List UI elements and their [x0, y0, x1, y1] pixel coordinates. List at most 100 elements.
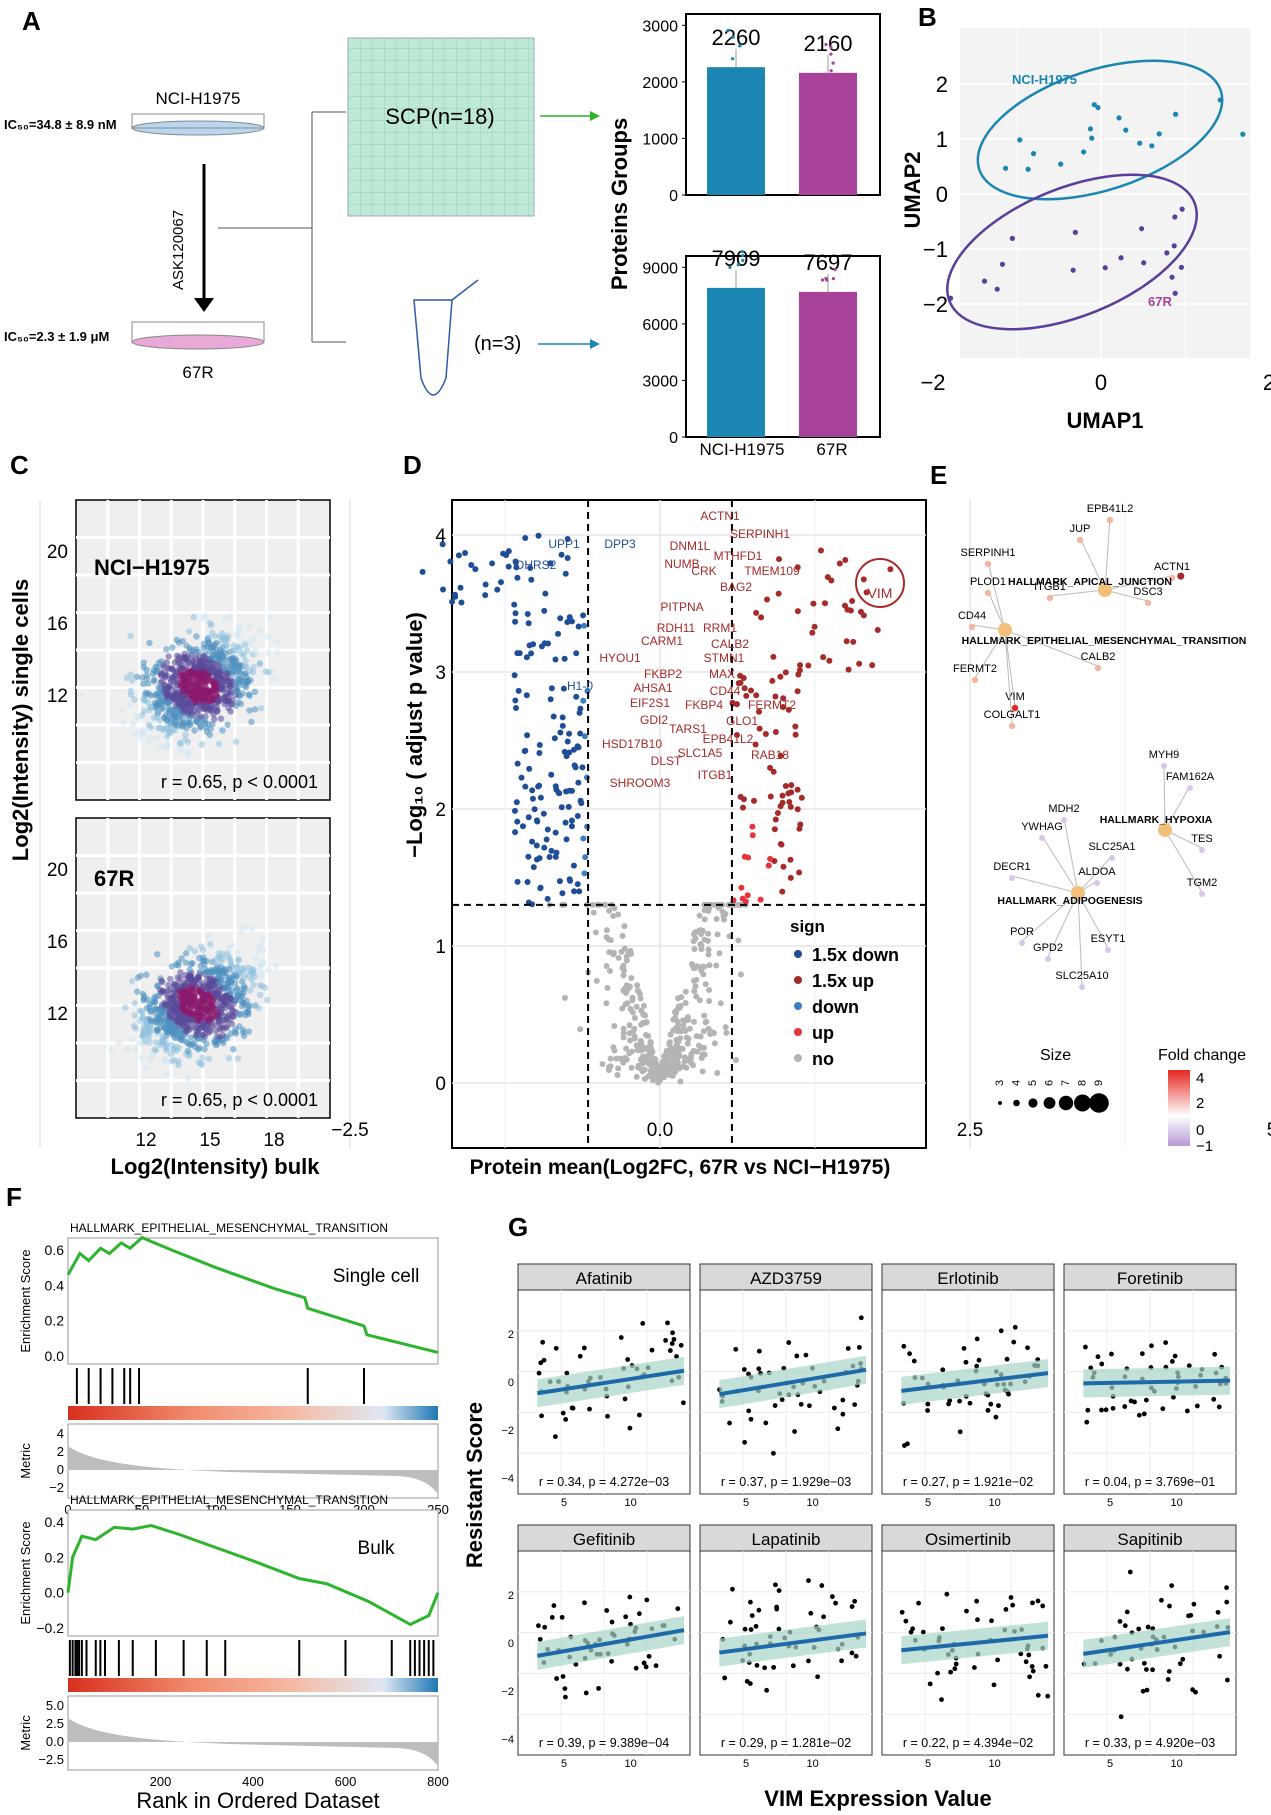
fc-legend-tick: 4: [1196, 1070, 1204, 1087]
volcano-point-down: [552, 829, 559, 836]
density-point: [122, 1004, 129, 1011]
density-point: [237, 928, 245, 936]
facet-point: [771, 1664, 777, 1670]
volcano-point-down: [528, 650, 535, 657]
facet-point: [1224, 1585, 1229, 1591]
volcano-point-no: [618, 948, 625, 955]
volcano-point-down: [566, 787, 573, 794]
facet-point: [1171, 1394, 1176, 1400]
volcano-label-up: STMN1: [704, 651, 745, 665]
density-point: [274, 638, 281, 645]
density-point: [137, 734, 144, 742]
density-point: [202, 1006, 210, 1013]
volcano-point-no: [604, 984, 611, 991]
volcano-point-no: [706, 986, 713, 993]
facet-point: [622, 1396, 628, 1402]
density-point: [156, 700, 163, 708]
facet-point: [653, 1663, 659, 1669]
volcano-point-down: [526, 642, 533, 649]
volcano-point-up: [749, 832, 756, 839]
volcano-point-no: [623, 1000, 630, 1007]
volcano-point-down: [419, 568, 426, 575]
facet-point: [807, 1403, 812, 1409]
volcano-point-no: [701, 907, 708, 914]
gsea-xtick: 800: [427, 1774, 449, 1789]
facet-point: [1103, 1407, 1109, 1413]
size-legend-dot: [1058, 1095, 1074, 1111]
density-point: [257, 704, 265, 712]
volcano-label-up: SERPINH1: [730, 527, 790, 541]
network-gene-node: [1105, 947, 1111, 953]
facet-point: [552, 1434, 558, 1440]
density-point: [163, 1071, 170, 1078]
density-point: [232, 681, 240, 688]
volcano-label-up: GLO1: [726, 714, 758, 728]
gsea-metric-tick: 0.0: [46, 1734, 64, 1749]
volcano-gene-labels: UPP1 DPP3 DHRS2 H1-0 ACTN1 SERPINH1 DNM1LMTHFD…: [516, 509, 800, 790]
bar-point: [731, 35, 735, 39]
gsea-metric-ylabel: Metric: [18, 1715, 33, 1751]
density-point: [245, 1028, 253, 1035]
density-point: [228, 1004, 235, 1011]
volcano-point-down: [546, 853, 553, 860]
volcano-point-up: [737, 672, 744, 679]
density-point: [205, 996, 213, 1004]
network-edge: [1163, 763, 1166, 831]
bulk-n: (n=3): [474, 333, 521, 355]
volcano-point-up: [738, 884, 745, 891]
volcano-point-no: [641, 1044, 648, 1051]
volcano-point-no: [647, 1039, 654, 1046]
volcano-point-down: [575, 623, 582, 630]
density-point: [212, 1038, 220, 1046]
facet-regression-line: [719, 1631, 867, 1655]
bar-ytick-label: 3000: [642, 373, 678, 390]
network-edge: [1063, 817, 1079, 894]
facet-stat: r = 0.27, p = 1.921e−02: [903, 1475, 1033, 1489]
volcano-point-down: [524, 732, 531, 739]
facet-point: [948, 1669, 953, 1675]
density-point: [176, 1017, 183, 1025]
volcano-point-no: [577, 1026, 584, 1033]
density-point: [204, 984, 212, 991]
size-legend-tick: 4: [1011, 1080, 1023, 1086]
network-gene-node: [1094, 664, 1102, 672]
density-point: [130, 1022, 138, 1030]
facet-point: [733, 1346, 739, 1352]
volcano-point-down: [573, 650, 580, 657]
facet-point: [596, 1685, 601, 1691]
facet-point: [748, 1627, 754, 1632]
volcano-point-down: [548, 685, 555, 692]
facet-point: [623, 1614, 629, 1620]
bar-NCI-H1975: [707, 67, 765, 195]
volcano-label-up: MTHFD1: [714, 549, 763, 563]
density-point: [238, 1002, 246, 1010]
bar-xcat-2: 67R: [816, 440, 847, 459]
density-point: [205, 634, 212, 641]
density-point: [163, 646, 170, 653]
facet-point: [563, 1417, 569, 1422]
volcano-legend-label: 1.5x up: [812, 971, 874, 991]
density-point: [165, 653, 172, 660]
facet-point: [1149, 1343, 1154, 1349]
density-point: [182, 663, 190, 670]
gsea-xtick: 200: [150, 1774, 172, 1789]
volcano-point-up: [820, 654, 827, 661]
volcano-point-up: [777, 840, 784, 847]
facet-point: [852, 1402, 858, 1407]
volcano-label-up: FKBP2: [644, 667, 682, 681]
gsea-bulk: HALLMARK_EPITHELIAL_MESENCHYMAL_TRANSITI…: [18, 1493, 449, 1789]
density-point: [138, 1007, 145, 1015]
facet-point: [779, 1397, 785, 1403]
volcano-point-down: [455, 552, 462, 559]
density-point: [232, 702, 240, 709]
volcano-point-down: [563, 836, 570, 843]
volcano-point-up: [786, 798, 793, 805]
volcano-point-no: [628, 974, 635, 981]
panel-g: G Afatinib r = 0.34, p = 4.272e−03 5 10 2 0 −2…: [462, 1212, 1237, 1811]
volcano-point-no: [599, 1061, 606, 1068]
volcano-point-down: [524, 610, 531, 617]
density-point: [262, 668, 269, 675]
density-point: [136, 1040, 143, 1047]
density-point: [200, 956, 208, 964]
facet-point: [1011, 1339, 1017, 1345]
